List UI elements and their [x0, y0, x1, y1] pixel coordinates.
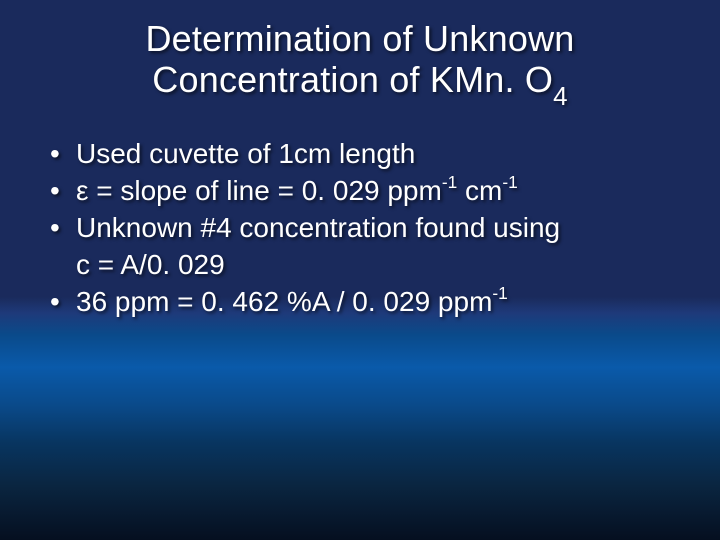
bullet-dot-icon: •	[48, 284, 76, 319]
bullet-item: • 36 ppm = 0. 462 %A / 0. 029 ppm-1	[48, 284, 680, 319]
bullet-dot-icon: •	[48, 210, 76, 245]
bullet-text: ε = slope of line = 0. 029 ppm-1 cm-1	[76, 173, 680, 208]
bullet-item: • Used cuvette of 1cm length	[48, 136, 680, 171]
title-subscript: 4	[553, 83, 568, 111]
title-line1: Determination of Unknown	[145, 18, 574, 59]
bullet-text: Used cuvette of 1cm length	[76, 136, 680, 171]
bullet-sup: -1	[492, 283, 507, 303]
bullet-dot-icon: •	[48, 136, 76, 171]
bullet-continuation: c = A/0. 029	[48, 247, 680, 282]
bullet-seg: ε = slope of line = 0. 029 ppm	[76, 175, 442, 206]
bullet-item: • ε = slope of line = 0. 029 ppm-1 cm-1	[48, 173, 680, 208]
bullet-seg: 36 ppm = 0. 462 %A / 0. 029 ppm	[76, 286, 492, 317]
bullet-text: 36 ppm = 0. 462 %A / 0. 029 ppm-1	[76, 284, 680, 319]
title-line2a: Concentration of KMn. O	[152, 59, 553, 100]
slide-body: • Used cuvette of 1cm length • ε = slope…	[40, 136, 680, 319]
bullet-seg: cm	[457, 175, 502, 206]
bullet-sup: -1	[502, 172, 517, 192]
bullet-sup: -1	[442, 172, 457, 192]
bullet-item: • Unknown #4 concentration found using	[48, 210, 680, 245]
bullet-text: Unknown #4 concentration found using	[76, 210, 680, 245]
slide-title: Determination of Unknown Concentration o…	[40, 18, 680, 108]
slide: Determination of Unknown Concentration o…	[0, 0, 720, 540]
bullet-dot-icon: •	[48, 173, 76, 208]
